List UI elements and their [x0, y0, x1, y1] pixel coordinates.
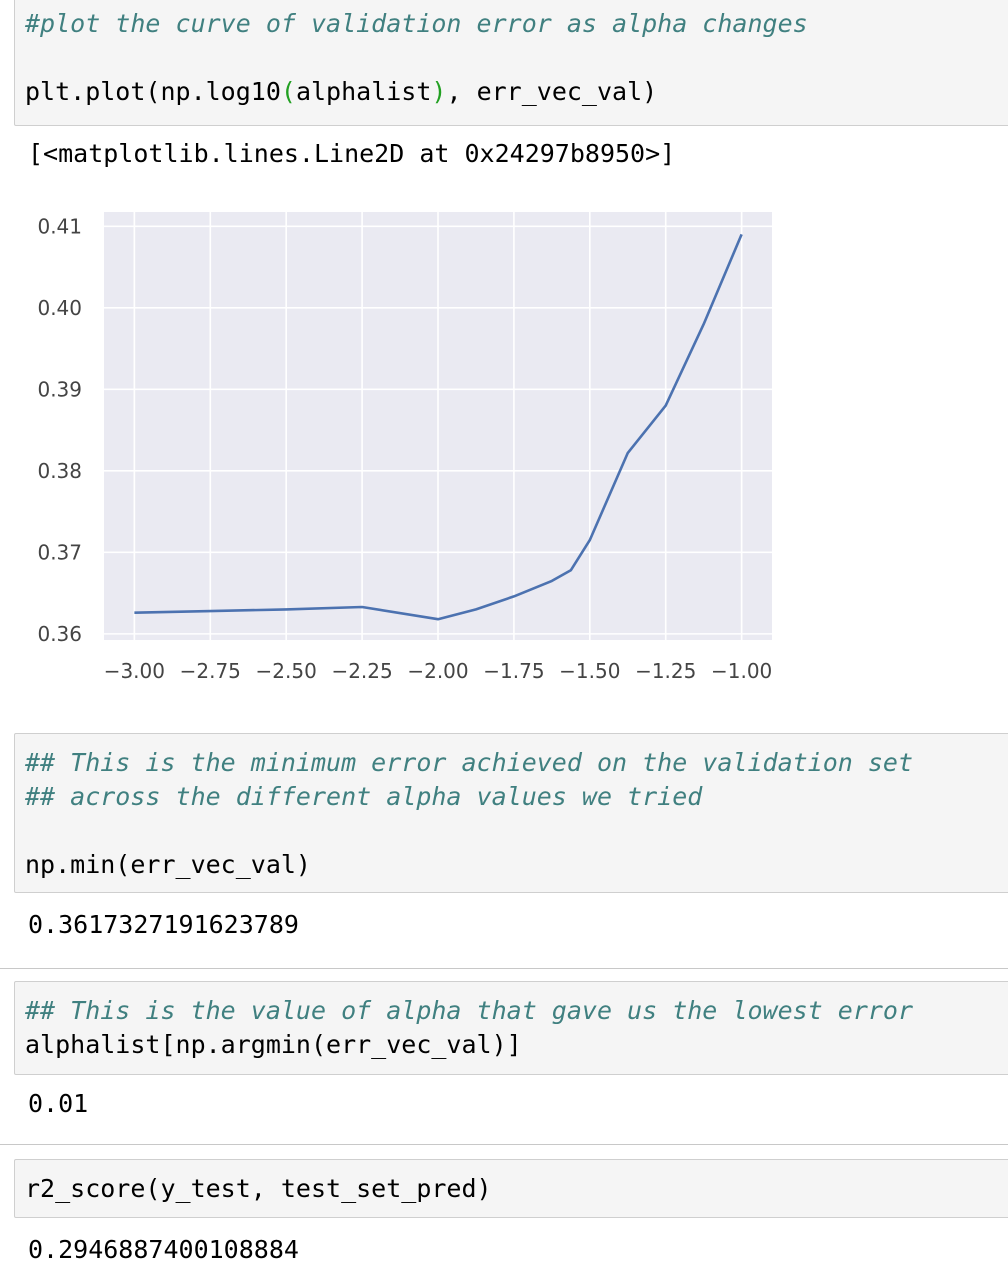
code-comment: #plot the curve of validation error as a… [25, 9, 808, 38]
code-paren: ( [280, 77, 296, 106]
y-tick-label: 0.37 [37, 540, 82, 564]
cell-output: [<matplotlib.lines.Line2D at 0x24297b895… [28, 139, 676, 168]
y-tick-label: 0.39 [37, 377, 82, 401]
code-text: , err_vec_val) [446, 77, 658, 106]
x-tick-label: −2.50 [256, 659, 317, 683]
code-line: np.min(err_vec_val) [25, 850, 311, 879]
code-line: r2_score(y_test, test_set_pred) [25, 1174, 492, 1203]
line-chart: −3.00 −2.75 −2.50 −2.25 −2.00 −1.75 −1.50 −1.25… [37, 212, 772, 683]
x-tick-label: −1.50 [559, 659, 620, 683]
code-cell-min[interactable]: ## This is the minimum error achieved on… [14, 733, 1008, 893]
y-tick-label: 0.40 [37, 296, 82, 320]
code-line: alphalist[np.argmin(err_vec_val)] [25, 1030, 522, 1059]
code-comment: ## This is the value of alpha that gave … [25, 996, 914, 1025]
cell-divider [0, 1144, 1008, 1145]
y-tick-label: 0.38 [37, 459, 82, 483]
y-tick-label: 0.41 [37, 214, 82, 238]
x-tick-label: −2.75 [180, 659, 241, 683]
code-paren: ) [431, 77, 447, 106]
cell-output: 0.3617327191623789 [28, 910, 299, 939]
cell-divider [0, 968, 1008, 969]
x-tick-label: −1.25 [635, 659, 696, 683]
code-text: plt.plot(np.log10 [25, 77, 281, 106]
x-tick-label: −2.25 [331, 659, 392, 683]
cell-output: 0.2946887400108884 [28, 1235, 299, 1264]
x-tick-label: −2.00 [407, 659, 468, 683]
code-text: alphalist [295, 77, 432, 106]
series-line [134, 233, 743, 621]
code-comment: ## This is the minimum error achieved on… [25, 748, 914, 777]
cell-output: 0.01 [28, 1089, 89, 1118]
x-tick-label: −3.00 [104, 659, 165, 683]
code-cell-r2[interactable]: r2_score(y_test, test_set_pred) [14, 1159, 1008, 1218]
x-tick-label: −1.00 [711, 659, 772, 683]
code-line: plt.plot(np.log10(alphalist), err_vec_va… [25, 77, 657, 107]
code-comment: ## across the different alpha values we … [25, 782, 703, 811]
y-tick-label: 0.36 [37, 622, 82, 646]
code-cell-argmin[interactable]: ## This is the value of alpha that gave … [14, 981, 1008, 1075]
code-cell-plot[interactable]: #plot the curve of validation error as a… [14, 0, 1008, 126]
x-tick-label: −1.75 [483, 659, 544, 683]
